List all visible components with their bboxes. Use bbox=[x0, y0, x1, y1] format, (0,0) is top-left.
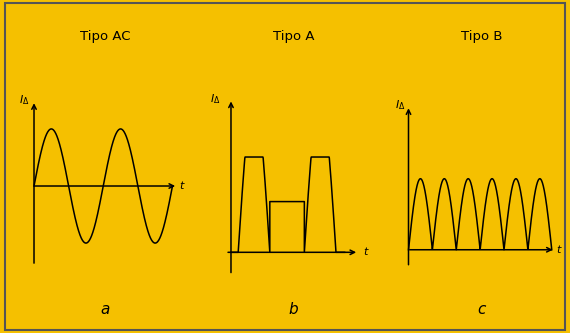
Text: a: a bbox=[101, 302, 110, 317]
Text: Tipo B: Tipo B bbox=[461, 30, 502, 43]
Text: $I_\Delta$: $I_\Delta$ bbox=[19, 94, 29, 107]
Text: b: b bbox=[289, 302, 298, 317]
Text: $I_\Delta$: $I_\Delta$ bbox=[396, 99, 406, 112]
Text: t: t bbox=[180, 181, 184, 191]
Text: Tipo AC: Tipo AC bbox=[80, 30, 131, 43]
Text: c: c bbox=[478, 302, 486, 317]
Text: $I_\Delta$: $I_\Delta$ bbox=[210, 92, 221, 106]
Text: Tipo A: Tipo A bbox=[273, 30, 314, 43]
Text: t: t bbox=[363, 247, 368, 257]
Text: t: t bbox=[557, 245, 561, 255]
